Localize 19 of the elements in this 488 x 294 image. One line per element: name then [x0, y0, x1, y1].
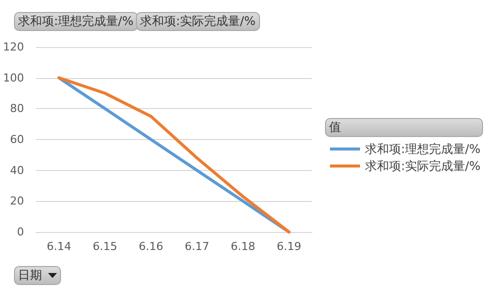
legend-label: 求和项:理想完成量/% — [365, 142, 480, 156]
x-tick-label: 6.17 — [184, 240, 210, 253]
x-axis-title: 日期 — [18, 268, 42, 283]
y-tick-label: 100 — [2, 71, 24, 84]
legend-label: 求和项:实际完成量/% — [365, 159, 480, 173]
y-tick-label: 60 — [10, 133, 24, 146]
y-tick-label: 80 — [10, 102, 24, 116]
x-tick-label: 6.19 — [276, 240, 302, 253]
legend-title: 值 — [325, 118, 483, 137]
x-tick-label: 6.18 — [230, 240, 256, 253]
x-tick-label: 6.16 — [138, 240, 164, 253]
y-tick-label: 0 — [16, 226, 24, 238]
text: 求和项:实际完成量/% — [136, 12, 260, 31]
x-tick-label: 6.14 — [46, 240, 72, 253]
x-tick-label: 6.15 — [92, 240, 118, 253]
y-tick-label: 40 — [10, 164, 24, 177]
y-tick-label: 20 — [10, 194, 24, 208]
y-tick-label: 120 — [2, 40, 24, 54]
text: 求和项:理想完成量/% — [14, 12, 138, 31]
